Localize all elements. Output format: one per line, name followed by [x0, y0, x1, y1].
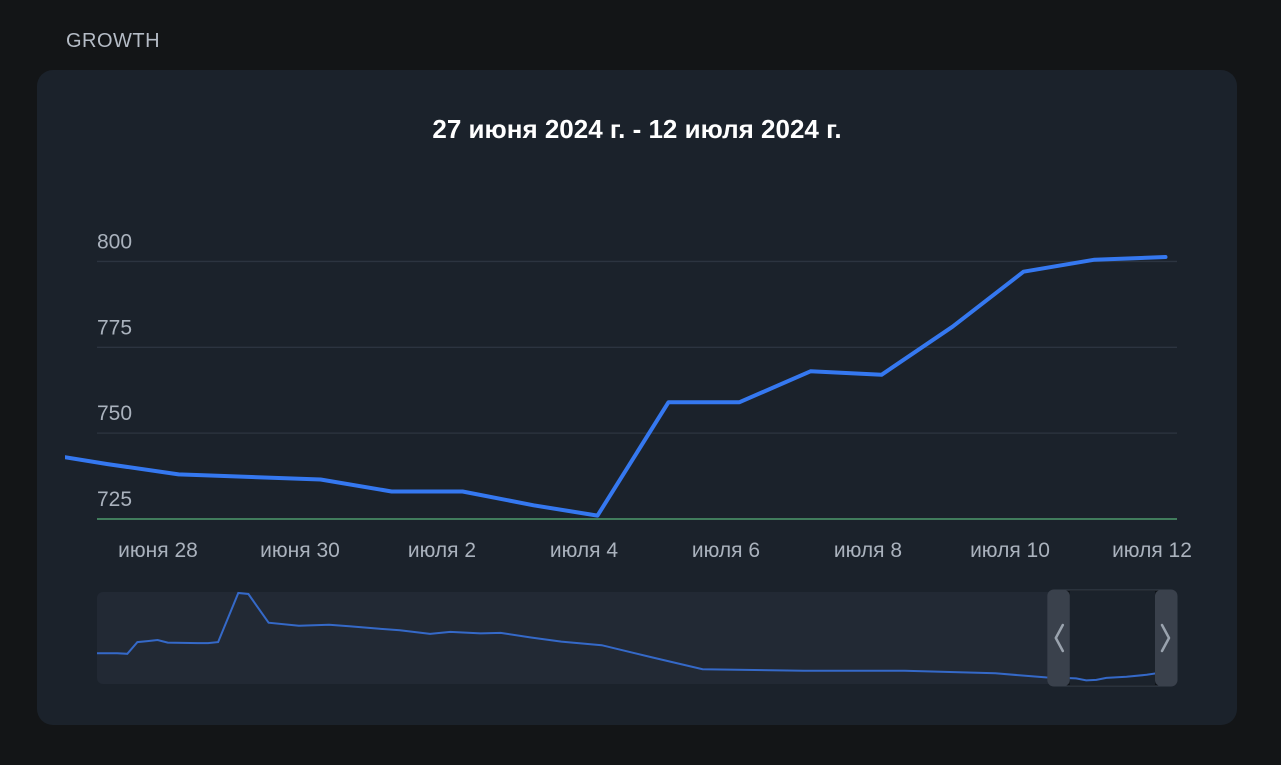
navigator-window[interactable] [1069, 591, 1155, 685]
line-chart: 725 750 775 800 июня 28 июня 30 июля 2 июля 4 ию… [65, 230, 1192, 687]
y-tick-label: 800 [97, 230, 132, 253]
series-line [65, 255, 1168, 518]
x-tick-label: июля 10 [970, 539, 1050, 562]
navigator-left-handle[interactable] [1047, 590, 1070, 686]
chevron-right-icon [1160, 623, 1171, 653]
chevron-left-icon [1054, 623, 1065, 653]
navigator-right-handle[interactable] [1155, 590, 1177, 686]
section-label: GROWTH [66, 30, 161, 52]
x-tick-label: июля 4 [550, 539, 618, 562]
chart-title: 27 июня 2024 г. - 12 июля 2024 г. [432, 114, 842, 144]
x-tick-label: июня 30 [260, 539, 340, 562]
chart-card: 27 июня 2024 г. - 12 июля 2024 г. 725 750… [37, 70, 1237, 725]
navigator-line-selected [1069, 672, 1155, 682]
x-tick-label: июля 8 [834, 539, 902, 562]
navigator-track[interactable] [97, 592, 1177, 684]
x-tick-label: июня 28 [118, 539, 198, 562]
y-tick-label: 775 [97, 316, 132, 339]
x-tick-label: июля 12 [1112, 539, 1192, 562]
x-tick-label: июля 6 [692, 539, 760, 562]
x-tick-label: июля 2 [408, 539, 476, 562]
y-tick-label: 750 [97, 402, 132, 425]
y-tick-label: 725 [97, 488, 132, 511]
